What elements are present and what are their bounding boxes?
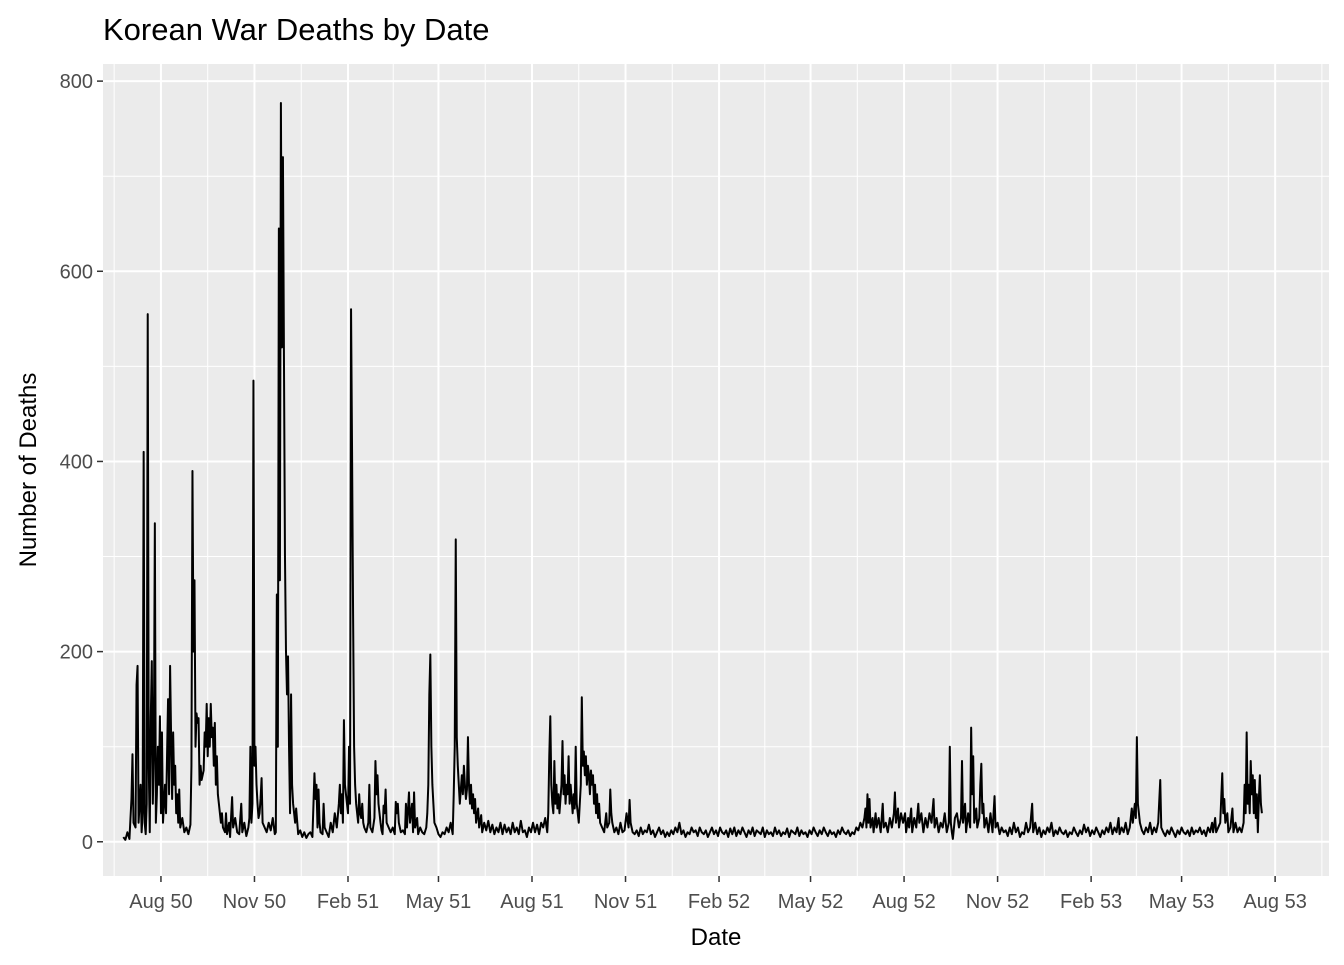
y-tick-label: 400	[60, 451, 93, 473]
deaths-line	[122, 101, 1263, 841]
x-tick-label: Feb 51	[317, 891, 379, 913]
plot-panel	[103, 64, 1329, 876]
x-tick-label: May 51	[406, 891, 472, 913]
x-tick-label: Aug 53	[1243, 891, 1306, 913]
x-tick-label: Aug 50	[129, 891, 192, 913]
axes: 0 200 400 600 800 Aug 50 Nov 50 Feb 51 May 51 Aug…	[60, 71, 1307, 913]
x-tick-label: Feb 52	[688, 891, 750, 913]
x-tick-label: Aug 51	[500, 891, 563, 913]
y-tick-label: 800	[60, 71, 93, 93]
y-axis-title: Number of Deaths	[15, 373, 42, 568]
x-tick-label: Nov 51	[594, 891, 657, 913]
y-tick-label: 200	[60, 642, 93, 664]
x-axis-title: Date	[691, 924, 742, 951]
x-tick-label: Aug 52	[872, 891, 935, 913]
x-tick-label: Feb 53	[1060, 891, 1122, 913]
y-tick-label: 0	[82, 832, 93, 854]
chart-title: Korean War Deaths by Date	[103, 12, 490, 47]
x-tick-label: May 52	[778, 891, 844, 913]
x-tick-label: May 53	[1149, 891, 1215, 913]
x-tick-label: Nov 52	[966, 891, 1029, 913]
x-tick-label: Nov 50	[223, 891, 286, 913]
y-tick-label: 600	[60, 261, 93, 283]
